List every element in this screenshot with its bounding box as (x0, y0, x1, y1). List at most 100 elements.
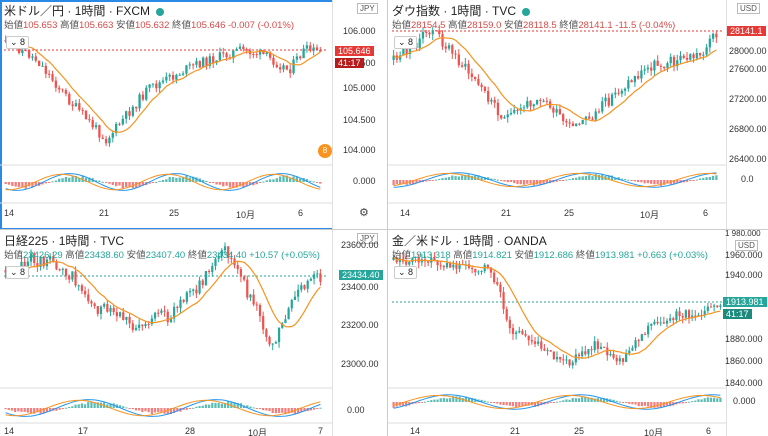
macd-histogram-bar (471, 398, 474, 402)
currency-label[interactable]: JPY (357, 233, 378, 244)
macd-histogram-bar (23, 408, 26, 412)
candle-body (719, 305, 722, 307)
macd-histogram-bar (539, 180, 542, 186)
high-value: 1914.821 (472, 250, 512, 261)
macd-histogram-bar (176, 408, 179, 412)
panel-divider-horizontal[interactable] (0, 229, 768, 230)
macd-histogram-bar (108, 182, 111, 184)
macd-histogram-bar (500, 180, 503, 181)
candle-body (577, 354, 581, 357)
candle-body (262, 49, 265, 54)
candle-body (192, 289, 195, 291)
chart-panel-usdjpy[interactable]: 米ドル／円 · 1時間 · FXCM 始値105.653 高値105.663 安… (0, 0, 387, 230)
macd-histogram-bar (676, 180, 679, 183)
macd-histogram-bar (449, 398, 452, 402)
candle-body (552, 107, 555, 113)
price-tick: 26400.00 (729, 154, 767, 164)
time-tick: 21 (99, 208, 110, 218)
candle-body (51, 74, 54, 81)
usdjpy-chart-canvas[interactable] (0, 0, 387, 230)
change-value: +0.663 (637, 250, 667, 261)
gold-ohlc-legend: 始値1913.318 高値1914.821 安値1912.686 終値1913.… (392, 247, 708, 261)
dow-chart-canvas[interactable] (388, 0, 768, 230)
macd-histogram-bar (430, 400, 433, 402)
currency-label[interactable]: USD (737, 3, 760, 14)
usdjpy-price-axis[interactable]: JPY 106.000 105.500 105.000 104.500 104.… (332, 0, 387, 230)
macd-histogram-bar (188, 408, 192, 409)
dow-price-axis[interactable]: USD 28141.1 28000.00 27600.00 27200.00 2… (726, 0, 768, 230)
macd-histogram-bar (650, 180, 653, 184)
candle-body (134, 327, 138, 330)
candle-body (114, 123, 118, 134)
macd-histogram-bar (697, 399, 700, 402)
macd-histogram-bar (587, 397, 590, 402)
change-pct-value: (-0.04%) (638, 20, 676, 31)
chart-panel-gold[interactable]: 金／米ドル · 1時間 · OANDA 始値1913.318 高値1914.82… (388, 230, 768, 436)
candle-body (121, 118, 125, 125)
macd-line (393, 394, 721, 410)
currency-label[interactable]: USD (735, 240, 758, 251)
candle-body (309, 278, 312, 281)
macd-histogram-bar (483, 177, 487, 180)
candle-body (591, 118, 594, 120)
candle-body (246, 279, 249, 298)
last-price-tag: 28141.1 (727, 26, 766, 36)
macd-histogram-bar (10, 408, 14, 411)
macd-histogram-bar (305, 179, 309, 182)
gold-price-axis[interactable]: 1 980.000 USD 1960.000 1940.000 1913.981… (723, 230, 768, 436)
macd-histogram-bar (597, 174, 601, 180)
candle-body (607, 97, 610, 106)
macd-histogram-bar (713, 397, 716, 402)
macd-histogram-bar (128, 182, 131, 187)
price-tick: 28000.00 (729, 46, 767, 56)
macd-histogram-bar (428, 180, 431, 181)
macd-histogram-bar (499, 402, 502, 405)
macd-histogram-bar (211, 402, 214, 408)
candle-body (672, 318, 675, 321)
candle-body (151, 83, 155, 85)
alert-badge[interactable]: 8 (318, 144, 332, 158)
candle-body (562, 114, 565, 122)
candle-body (539, 99, 542, 101)
low-value: 105.632 (135, 20, 170, 31)
candle-body (656, 60, 659, 66)
currency-label[interactable]: JPY (357, 3, 378, 14)
ma-indicator-toggle[interactable]: ⌄ 8 (394, 36, 418, 49)
macd-histogram-bar (568, 179, 571, 181)
chart-panel-nikkei[interactable]: 日経225 · 1時間 · TVC 始値23426.29 高値23438.60 … (0, 230, 387, 436)
gold-chart-canvas[interactable] (388, 230, 768, 436)
macd-histogram-bar (559, 401, 562, 403)
macd-histogram-bar (436, 399, 439, 402)
candle-body (669, 56, 672, 64)
candle-body (483, 87, 487, 91)
macd-histogram-bar (627, 179, 630, 181)
macd-histogram-bar (191, 176, 195, 182)
dow-source: TVC (492, 4, 517, 18)
candle-body (527, 335, 530, 341)
ma-indicator-toggle[interactable]: ⌄ 8 (6, 266, 30, 279)
candle-body (125, 316, 128, 320)
nikkei-price-axis[interactable]: JPY 23600.00 23434.40 23400.00 23200.00 … (332, 230, 387, 436)
candle-body (431, 30, 434, 35)
candle-body (533, 341, 537, 344)
candle-body (627, 80, 630, 89)
macd-histogram-bar (83, 404, 87, 408)
candle-body (559, 357, 562, 360)
candle-body (223, 246, 227, 251)
usdjpy-timeframe: 1時間 (74, 4, 106, 18)
close-value: 23434.40 (206, 250, 247, 261)
macd-histogram-bar (171, 177, 175, 182)
macd-histogram-bar (111, 182, 114, 185)
gear-icon[interactable]: ⚙ (359, 207, 369, 219)
candle-body (623, 88, 627, 91)
panel-divider-vertical[interactable] (387, 0, 388, 436)
nikkei-chart-canvas[interactable] (0, 230, 387, 436)
candle-body (676, 60, 679, 67)
ma-indicator-toggle[interactable]: ⌄ 8 (394, 266, 418, 279)
chart-panel-dow[interactable]: ダウ指数 · 1時間 · TVC 始値28154.5 高値28159.0 安値2… (388, 0, 768, 230)
ma-indicator-toggle[interactable]: ⌄ 8 (6, 36, 30, 49)
macd-histogram-bar (631, 402, 634, 405)
candle-body (666, 63, 669, 69)
candle-body (716, 305, 719, 307)
macd-histogram-bar (678, 402, 681, 404)
